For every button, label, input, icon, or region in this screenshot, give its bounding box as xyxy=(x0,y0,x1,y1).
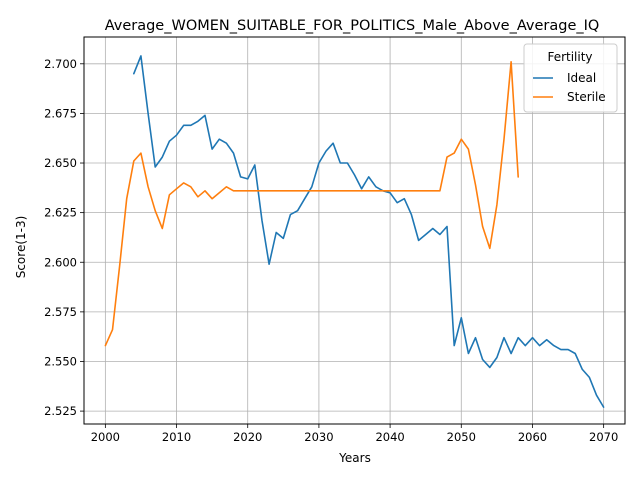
x-tick-label: 2040 xyxy=(375,430,404,444)
y-tick-label: 2.675 xyxy=(44,106,77,120)
x-tick-label: 2020 xyxy=(233,430,262,444)
x-tick-label: 2010 xyxy=(162,430,191,444)
legend-label-ideal: Ideal xyxy=(567,71,596,85)
x-axis: 2000 2010 2020 2030 2040 2050 2060 2070 xyxy=(91,424,618,444)
y-tick-label: 2.550 xyxy=(44,354,77,368)
y-tick-label: 2.575 xyxy=(44,305,77,319)
series-layer xyxy=(104,55,605,408)
plot-frame xyxy=(83,36,626,425)
x-tick-label: 2060 xyxy=(518,430,547,444)
y-tick-label: 2.525 xyxy=(44,404,77,418)
series-line-sterile xyxy=(104,60,520,347)
legend-box xyxy=(523,43,618,113)
y-tick-label: 2.650 xyxy=(44,156,77,170)
legend-title: Fertility xyxy=(547,50,592,64)
chart-title: Average_WOMEN_SUITABLE_FOR_POLITICS_Male… xyxy=(105,18,600,34)
x-tick-label: 2050 xyxy=(447,430,476,444)
legend-label-sterile: Sterile xyxy=(567,90,606,104)
y-axis: 2.525 2.550 2.575 2.600 2.625 2.650 2.675 2.700 xyxy=(44,57,84,418)
x-tick-label: 2070 xyxy=(589,430,618,444)
y-axis-label: Score(1-3) xyxy=(14,216,28,279)
x-axis-label: Years xyxy=(338,451,371,465)
x-tick-label: 2030 xyxy=(304,430,333,444)
y-tick-label: 2.625 xyxy=(44,206,77,220)
y-tick-label: 2.600 xyxy=(44,255,77,269)
legend: Fertility Ideal Sterile xyxy=(523,43,618,113)
x-tick-label: 2000 xyxy=(91,430,120,444)
series-line-ideal xyxy=(133,55,605,408)
y-tick-label: 2.700 xyxy=(44,57,77,71)
